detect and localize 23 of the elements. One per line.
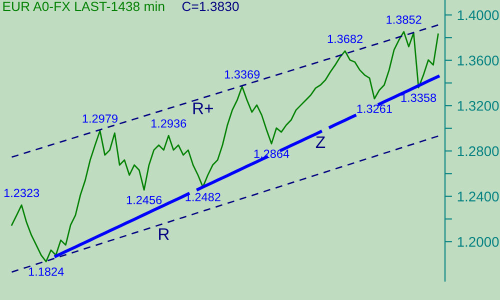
annotation: 1.2456 [126, 196, 162, 204]
y-tick-label: 1.2000 [458, 236, 499, 247]
annotation: 1.2979 [82, 114, 118, 123]
line-series [11, 24, 439, 158]
annotation: 1.3682 [328, 34, 362, 44]
series-label: R [159, 228, 169, 240]
annotation: 1.2323 [4, 188, 40, 198]
annotation: 1.3261 [357, 104, 392, 113]
y-tick-label: 1.2400 [458, 192, 499, 202]
series-label: Z [316, 136, 326, 148]
y-tick-label: 1.2800 [458, 146, 499, 156]
annotation: 1.3369 [224, 70, 260, 79]
series-label: R+ [193, 102, 213, 114]
annotation: 1.3852 [386, 15, 422, 24]
annotation: 1.2482 [186, 192, 220, 202]
annotation: 1.3358 [401, 94, 436, 102]
chart-subtitle: C=1.3830 [182, 2, 239, 12]
y-tick-label: 1.4000 [458, 10, 499, 20]
annotation: 1.2936 [151, 119, 186, 128]
y-tick-label: 1.3200 [458, 100, 499, 111]
y-tick-label: 1.3600 [458, 56, 499, 66]
chart-title: EUR A0-FX LAST-1438 min [3, 1, 164, 12]
annotation: 1.1824 [28, 267, 64, 276]
